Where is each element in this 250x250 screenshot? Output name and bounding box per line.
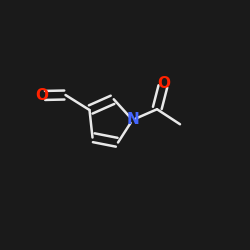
Text: O: O — [157, 76, 170, 90]
Text: O: O — [36, 88, 49, 103]
Text: N: N — [126, 112, 139, 128]
